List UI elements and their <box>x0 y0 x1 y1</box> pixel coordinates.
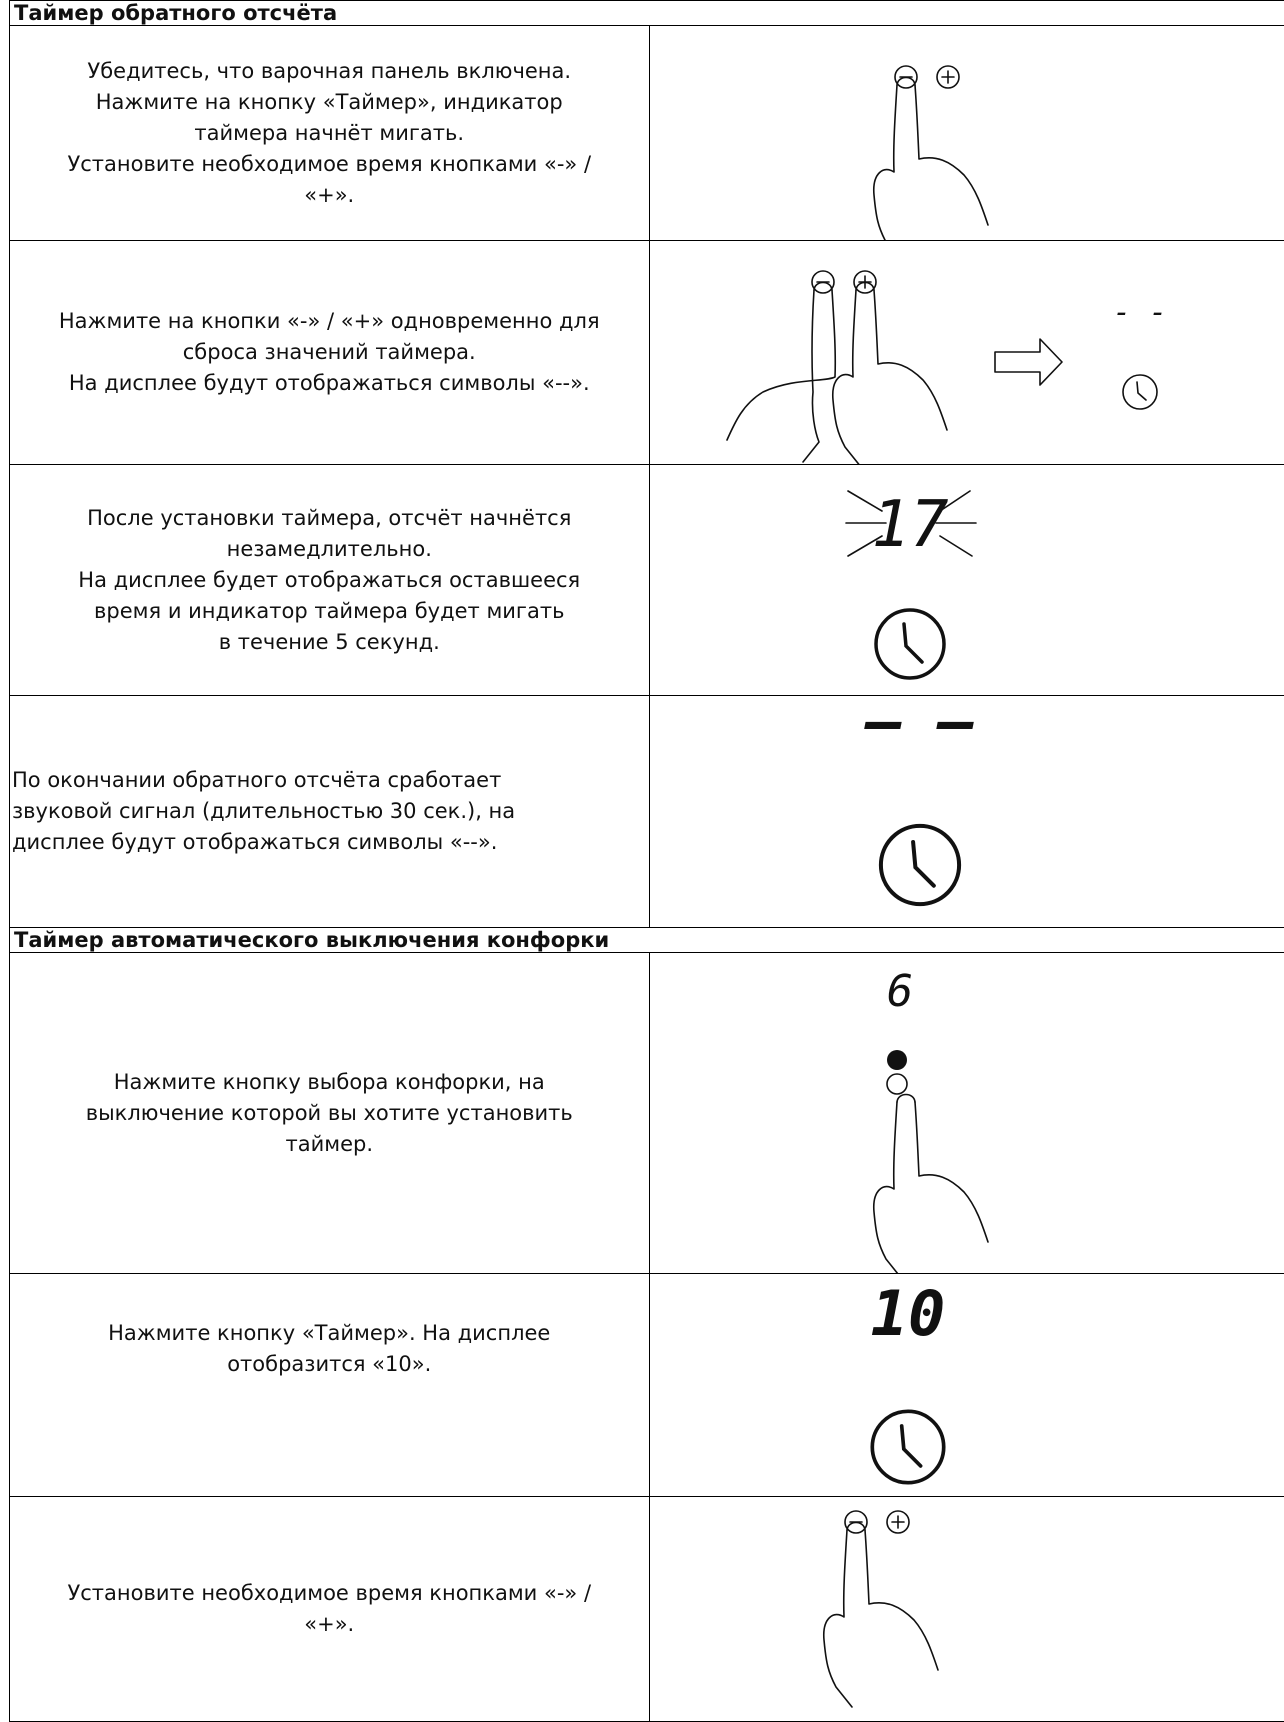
text-line: «+». <box>304 1612 355 1636</box>
illustration-cell <box>648 1496 1284 1722</box>
text-line: дисплее будут отображаться символы «--». <box>12 830 498 854</box>
text-line: Нажмите кнопку «Таймер». На дисплее <box>108 1321 551 1345</box>
row: Нажмите кнопку «Таймер». На дисплее отобр… <box>9 1273 1284 1497</box>
illustration: 17 <box>844 488 977 680</box>
row: Убедитесь, что варочная панель включена.… <box>9 25 1284 241</box>
illustration: - - <box>725 269 1167 464</box>
text-line: в течение 5 секунд. <box>218 629 440 654</box>
illustration <box>872 64 989 240</box>
text-line: таймер. <box>285 1131 374 1156</box>
instruction: По окончании обратного отсчёта сработает… <box>9 695 650 928</box>
section-title: Таймер обратного отсчёта <box>9 0 1284 26</box>
illustration-cell: 10 <box>648 1273 1284 1497</box>
display-text: 17 <box>871 488 948 562</box>
display-text: 10 <box>870 1277 945 1350</box>
row: Установите необходимое время кнопками «-… <box>9 1496 1284 1722</box>
instruction: Убедитесь, что варочная панель включена.… <box>9 25 650 241</box>
text-line: По окончании обратного отсчёта сработает <box>12 768 502 792</box>
text-line: После установки таймера, отсчёт начнётся <box>87 505 572 530</box>
text-line: выключение которой вы хотите установить <box>85 1100 573 1125</box>
row: После установки таймера, отсчёт начнётся… <box>9 464 1284 696</box>
row: По окончании обратного отсчёта сработает… <box>9 695 1284 928</box>
text-line: звуковой сигнал (длительностью 30 сек.),… <box>12 799 516 823</box>
illustration: – – <box>863 697 974 927</box>
text-line: Установите необходимое время кнопками «-… <box>67 1581 592 1605</box>
row: Нажмите кнопку выбора конфорки, на выключ… <box>9 952 1284 1274</box>
row: Нажмите на кнопки «-» / «+» одновременно… <box>9 240 1284 465</box>
text-line: таймера начнёт мигать. <box>194 120 465 145</box>
text-line: «+». <box>304 182 355 207</box>
instruction-table: Таймер обратного отсчёта Убедитесь, что … <box>9 0 1284 1722</box>
display-text: – – <box>863 697 973 757</box>
section-header: Таймер автоматического выключения конфор… <box>9 927 1284 953</box>
text-line: Установите необходимое время кнопками «-… <box>67 151 592 176</box>
illustration: 10 <box>869 1277 946 1485</box>
text-line: Нажмите на кнопку «Таймер», индикатор <box>95 89 563 114</box>
illustration-cell <box>648 25 1284 241</box>
illustration <box>822 1509 939 1708</box>
instruction: Нажмите кнопку выбора конфорки, на выключ… <box>9 952 650 1274</box>
section-header: Таймер обратного отсчёта <box>9 0 1284 26</box>
text-line: время и индикатор таймера будет мигать <box>94 598 565 623</box>
section-title: Таймер автоматического выключения конфор… <box>9 927 1284 953</box>
text-line: отобразится «10». <box>227 1352 432 1376</box>
display-text: 6 <box>886 966 913 1017</box>
text-line: На дисплее будет отображаться оставшееся <box>78 567 581 592</box>
illustration-cell: 6 <box>648 952 1284 1274</box>
text-line: Нажмите на кнопки «-» / «+» одновременно… <box>58 309 600 333</box>
text-line: Нажмите кнопку выбора конфорки, на <box>113 1069 545 1094</box>
illustration: 6 <box>872 966 989 1273</box>
text-line: На дисплее будут отображаться символы «-… <box>68 371 590 395</box>
illustration-cell: - - <box>648 240 1284 465</box>
instruction: Установите необходимое время кнопками «-… <box>9 1496 650 1722</box>
text-line: сброса значений таймера. <box>182 340 476 364</box>
text-line: незамедлительно. <box>226 536 432 561</box>
instruction: Нажмите кнопку «Таймер». На дисплее отобр… <box>9 1273 650 1497</box>
display-text: - - <box>1112 295 1166 330</box>
illustration-cell: – – <box>648 695 1284 928</box>
text-line: Убедитесь, что варочная панель включена. <box>87 58 572 83</box>
instruction: Нажмите на кнопки «-» / «+» одновременно… <box>9 240 650 465</box>
illustration-cell: 17 <box>648 464 1284 696</box>
instruction: После установки таймера, отсчёт начнётся… <box>9 464 650 696</box>
